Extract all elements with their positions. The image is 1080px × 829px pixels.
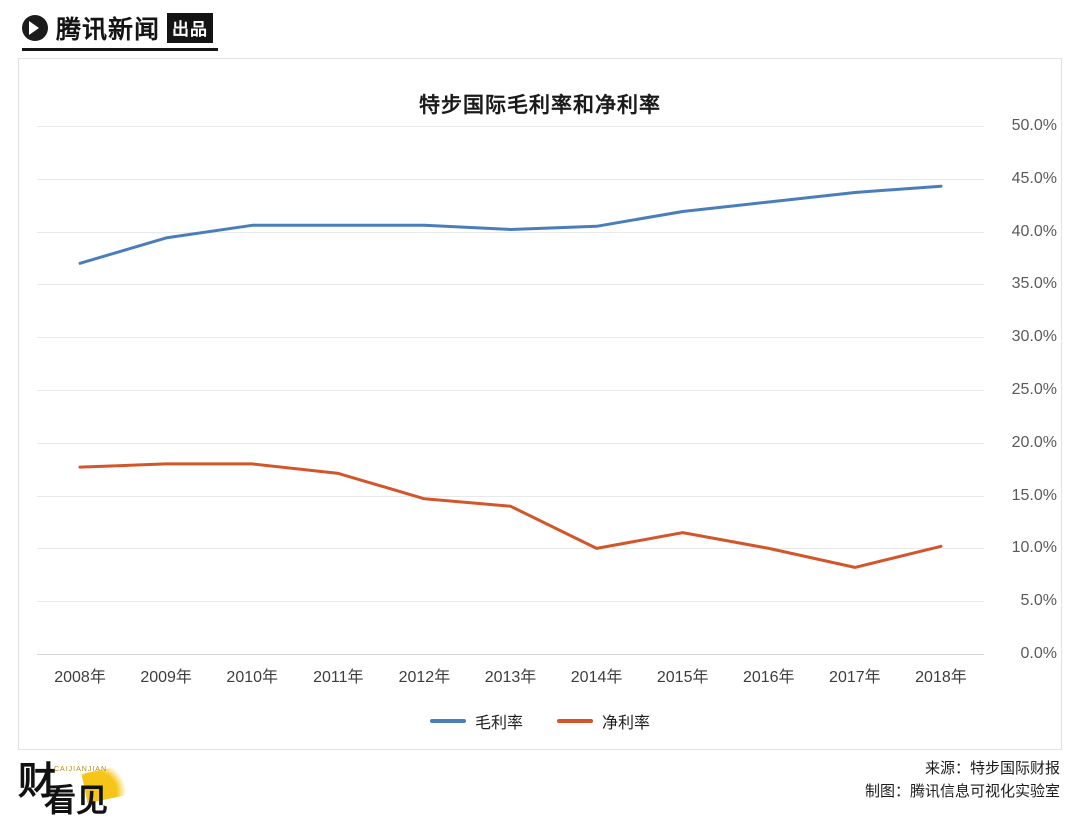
y-axis-tick-label: 45.0% [1011, 169, 1057, 187]
gridline [37, 495, 984, 497]
y-axis-tick-label: 0.0% [1020, 645, 1057, 662]
series-line [78, 184, 943, 265]
y-axis-tick-label: 10.0% [1011, 539, 1057, 557]
gridline [37, 390, 984, 391]
chart-legend: 毛利率 净利率 [19, 709, 1061, 733]
gridline [37, 442, 984, 444]
x-axis-tick-label: 2010年 [226, 669, 279, 686]
gridline [37, 548, 984, 550]
brand-bar: 腾讯新闻 出品 [0, 0, 1080, 56]
x-axis-tick-label: 2017年 [829, 669, 881, 686]
gridline [37, 654, 984, 655]
page-title: 特步国际毛利率和净利率 [419, 94, 661, 117]
y-axis-tick-label: 25.0% [1011, 381, 1057, 398]
y-axis-tick-label: 35.0% [1011, 275, 1057, 293]
x-axis-tick-label: 2018年 [915, 669, 967, 686]
source-line: 来源：特步国际财报 [924, 760, 1060, 777]
x-axis-tick-label: 2013年 [484, 669, 537, 686]
watermark-main: 财 [18, 759, 57, 803]
watermark-sub: CAIJIANJIAN [54, 766, 108, 773]
x-axis-labels: 2008年 2009年 2010年 2011年 2012年 2013年 2014年 2015年… [37, 663, 984, 693]
gridline [37, 178, 984, 180]
x-axis-tick-label: 2008年 [54, 669, 106, 686]
y-axis-tick-label: 30.0% [1011, 328, 1057, 346]
y-axis-tick-label: 5.0% [1020, 592, 1057, 610]
series-line [78, 462, 943, 569]
x-axis-tick-label: 2009年 [140, 669, 192, 686]
brand-badge: 出品 [167, 13, 214, 43]
y-axis-labels: 0.0% 5.0% 10.0% 15.0% 20.0% 25.0% 30.0% 35.0% 40… [989, 117, 1057, 662]
legend-label: 毛利率 [474, 715, 523, 732]
gridline [37, 284, 984, 286]
plot-area [37, 126, 984, 655]
series-lines [78, 184, 943, 569]
gridline [37, 126, 984, 127]
legend-swatch [429, 719, 466, 723]
brand-name: 腾讯新闻 [56, 16, 161, 44]
watermark-second: 看见 [44, 781, 109, 819]
y-axis-tick-label: 50.0% [1011, 117, 1057, 134]
footer-source: 来源：特步国际财报 制图：腾讯信息可视化实验室 [865, 757, 1060, 803]
x-axis-tick-label: 2015年 [656, 669, 709, 686]
legend-label: 净利率 [602, 715, 651, 732]
x-axis-tick-label: 2016年 [742, 669, 795, 686]
play-circle-icon [22, 15, 48, 41]
x-axis-tick-label: 2012年 [398, 669, 451, 686]
watermark-logo: 财 CAIJIANJIAN 看见 [18, 762, 168, 820]
gridline [37, 231, 984, 233]
y-axis-tick-label: 40.0% [1011, 222, 1057, 240]
chart-card: 特步国际毛利率和净利率 0.0% 5.0% 10.0% 15.0% 20.0% 25.0%… [18, 58, 1062, 750]
y-axis-tick-label: 15.0% [1011, 486, 1057, 504]
legend-item[interactable]: 净利率 [557, 709, 650, 733]
legend-item[interactable]: 毛利率 [429, 709, 523, 733]
credit-line: 制图：腾讯信息可视化实验室 [864, 783, 1060, 800]
y-axis-tick-label: 20.0% [1011, 433, 1057, 451]
legend-swatch [557, 719, 593, 723]
x-axis-tick-label: 2014年 [570, 669, 623, 686]
brand-underline [22, 48, 218, 51]
x-axis-tick-label: 2011年 [313, 669, 364, 686]
gridline [37, 337, 984, 339]
gridline [37, 601, 984, 603]
